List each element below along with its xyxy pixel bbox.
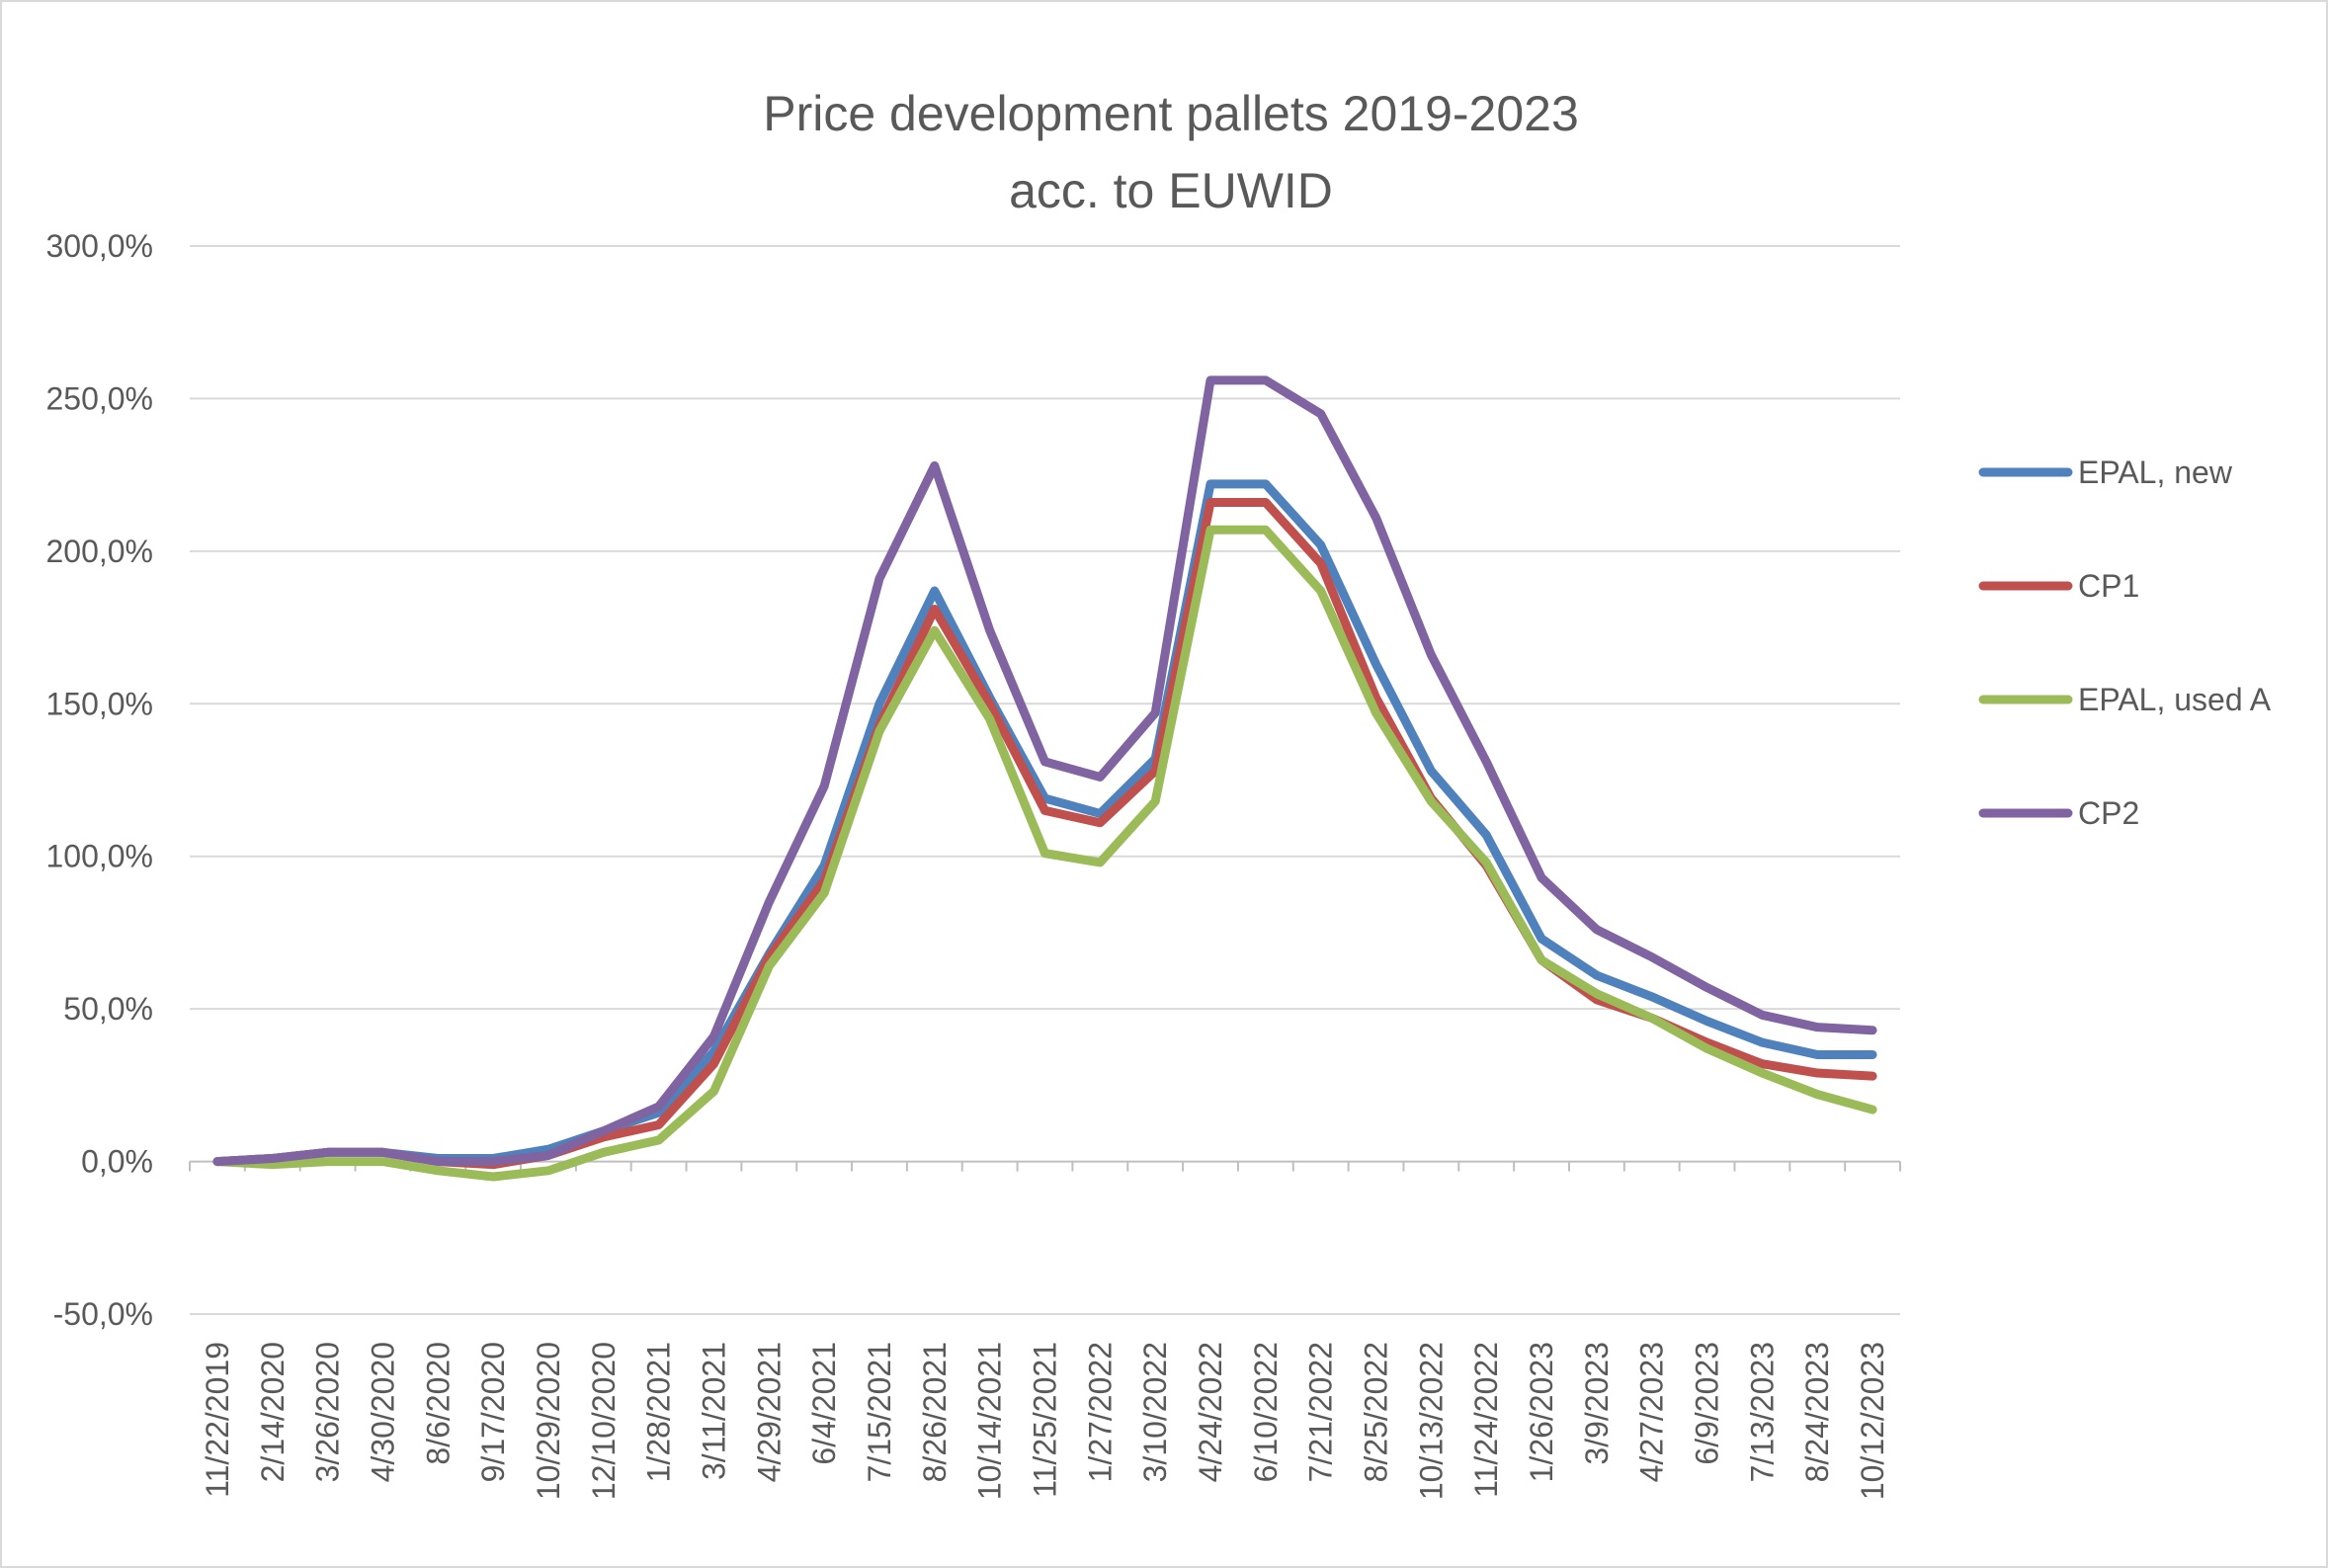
x-tick-label: 12/10/2020: [586, 1342, 622, 1500]
y-tick-label: 100,0%: [45, 839, 153, 874]
x-tick-label: 4/29/2021: [751, 1342, 787, 1482]
x-tick-label: 7/15/2021: [862, 1342, 897, 1482]
legend-label: CP1: [2078, 568, 2139, 604]
x-tick-label: 9/17/2020: [475, 1342, 511, 1482]
y-tick-label: -50,0%: [53, 1296, 153, 1332]
x-tick-label: 3/9/2023: [1579, 1342, 1615, 1465]
series-line-cp2: [212, 375, 1877, 1167]
x-tick-label: 10/12/2023: [1855, 1342, 1890, 1500]
x-tick-label: 2/14/2020: [255, 1342, 291, 1482]
y-tick-label: 150,0%: [45, 686, 153, 721]
x-tick-label: 3/26/2020: [310, 1342, 346, 1482]
legend-label: EPAL, used A: [2078, 682, 2272, 717]
legend-label: CP2: [2078, 795, 2139, 831]
x-tick-label: 8/26/2021: [917, 1342, 953, 1482]
x-tick-label: 1/28/2021: [641, 1342, 677, 1482]
series-line-cp1: [212, 497, 1877, 1170]
x-tick-label: 4/30/2020: [365, 1342, 400, 1482]
x-tick-label: 6/4/2021: [806, 1342, 842, 1465]
x-tick-label: 7/13/2023: [1744, 1342, 1780, 1482]
x-tick-label: 1/27/2022: [1082, 1342, 1118, 1482]
x-tick-label: 4/24/2022: [1193, 1342, 1228, 1482]
x-tick-label: 6/9/2023: [1690, 1342, 1725, 1465]
y-tick-label: 200,0%: [45, 534, 153, 569]
y-tick-label: 250,0%: [45, 380, 153, 416]
y-tick-label: 0,0%: [81, 1144, 153, 1180]
legend-label: EPAL, new: [2078, 454, 2233, 490]
x-tick-label: 11/24/2022: [1468, 1342, 1504, 1498]
x-tick-label: 8/25/2022: [1359, 1342, 1394, 1482]
x-tick-label: 11/25/2021: [1028, 1342, 1063, 1498]
x-tick-label: 1/26/2023: [1524, 1342, 1559, 1482]
x-tick-label: 3/10/2022: [1137, 1342, 1173, 1482]
x-tick-label: 8/24/2023: [1799, 1342, 1835, 1482]
x-tick-label: 10/29/2020: [531, 1342, 566, 1500]
x-tick-label: 7/21/2022: [1303, 1342, 1339, 1482]
x-tick-label: 8/6/2020: [420, 1342, 456, 1465]
x-tick-label: 10/13/2022: [1413, 1342, 1449, 1500]
chart-title-line-1: Price development pallets 2019-2023: [763, 86, 1579, 141]
series-line-epal-used-a: [212, 525, 1877, 1182]
x-tick-label: 10/14/2021: [972, 1342, 1008, 1500]
x-tick-label: 3/11/2021: [696, 1342, 731, 1480]
chart-title-line-2: acc. to EUWID: [1009, 163, 1333, 218]
y-tick-label: 300,0%: [45, 228, 153, 264]
x-tick-label: 4/27/2023: [1634, 1342, 1670, 1482]
series-line-epal-new: [212, 479, 1877, 1167]
x-tick-label: 6/10/2022: [1248, 1342, 1284, 1482]
y-tick-label: 50,0%: [63, 991, 153, 1027]
x-tick-label: 11/22/2019: [200, 1342, 235, 1498]
